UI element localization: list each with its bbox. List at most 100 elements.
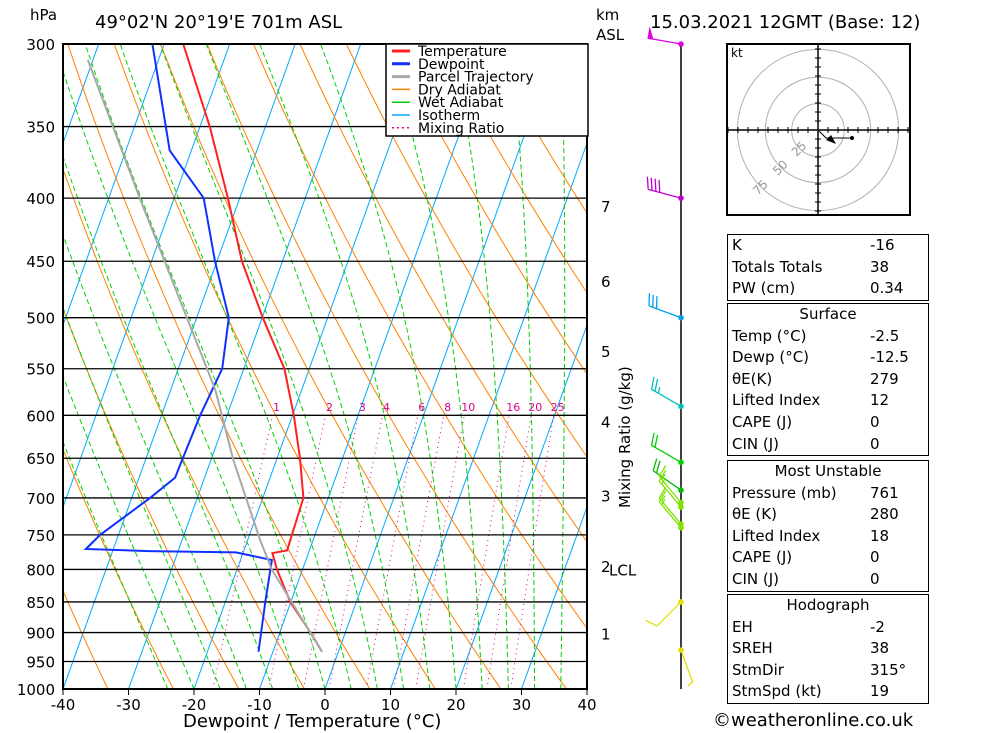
wind-barb-dot xyxy=(678,524,684,531)
table-row: EH -2 xyxy=(728,617,928,639)
isotherm-line xyxy=(390,141,587,689)
wind-barb-dot xyxy=(678,499,684,506)
mixing-ratio-line xyxy=(415,415,465,689)
row-label: Totals Totals xyxy=(732,257,823,276)
dry-adiabat-line xyxy=(950,44,1000,689)
row-value: 315° xyxy=(870,660,907,679)
y-tick-label: 750 xyxy=(26,527,55,545)
mixing-ratio-label: 2 xyxy=(326,401,333,414)
table-row: Lifted Index 12 xyxy=(728,390,928,412)
isotherm-line xyxy=(259,44,493,689)
wet-adiabat-line xyxy=(119,44,352,689)
wind-barb-feather xyxy=(654,378,659,392)
y-tick-label: 950 xyxy=(26,654,55,672)
x-tick-label: -10 xyxy=(247,696,272,714)
legend-label: Wet Adiabat xyxy=(418,95,504,111)
row-value: 0.34 xyxy=(870,279,904,298)
section-title: Surface xyxy=(799,305,857,323)
wind-barb-dot xyxy=(678,459,684,466)
dewpoint-line xyxy=(83,44,274,652)
wind-barb-staff xyxy=(656,601,682,627)
x-tick-label: 0 xyxy=(320,696,330,714)
wind-barb-staff xyxy=(658,497,682,525)
hodograph-end-dot xyxy=(850,136,854,140)
dry-adiabat-line xyxy=(438,44,587,294)
wind-barb-staff xyxy=(651,388,682,407)
table-row: Totals Totals 38 xyxy=(728,257,928,279)
surface-table: Surface Temp (°C) -2.5 Dewp (°C) -12.5 θE(K) 2… xyxy=(727,303,929,457)
row-value: -12.5 xyxy=(870,348,909,367)
wind-barb-feather xyxy=(650,432,655,446)
wind-barb-staff xyxy=(652,470,682,491)
row-value: 38 xyxy=(870,639,890,658)
x-tick-label: -20 xyxy=(182,696,207,714)
table-row: SREH 38 xyxy=(728,638,928,660)
wind-barb-feather xyxy=(646,176,649,190)
isotherm-line xyxy=(63,44,296,689)
legend-label: Temperature xyxy=(417,44,507,60)
row-value: 279 xyxy=(870,369,899,388)
row-label: Lifted Index xyxy=(732,391,821,410)
wind-barb xyxy=(645,599,684,627)
wet-adiabat-line xyxy=(63,69,300,689)
mixing-ratio-line xyxy=(463,415,510,689)
x-tick-label: -30 xyxy=(116,696,141,714)
row-value: 0 xyxy=(870,412,880,431)
x-tick-label: 20 xyxy=(446,696,465,714)
mixing-ratio-label: 8 xyxy=(444,401,451,414)
hodograph-table: Hodograph EH -2 SREH 38 StmDir 315° StmSpd (kt)… xyxy=(727,594,929,704)
y-tick-label: 650 xyxy=(26,450,55,468)
mixing-ratio-label: 20 xyxy=(528,401,542,414)
km-label: km xyxy=(596,6,619,24)
row-label: θE (K) xyxy=(732,505,777,524)
y-tick-label: 700 xyxy=(26,490,55,508)
wind-barb-staff xyxy=(647,188,682,199)
wind-barb-staff xyxy=(680,649,694,683)
datetime-title: 15.03.2021 12GMT (Base: 12) xyxy=(650,12,920,33)
mixing-ratio-label: 3 xyxy=(359,401,366,414)
wind-barb-dot xyxy=(678,487,684,494)
wind-barb-dot xyxy=(678,403,684,410)
row-value: 12 xyxy=(870,391,890,410)
mixing-ratio-label: 25 xyxy=(551,401,565,414)
temperature-line xyxy=(182,44,323,653)
row-label: StmDir xyxy=(732,660,784,679)
table-row: StmSpd (kt) 19 xyxy=(728,681,928,703)
km-tick-label: 1 xyxy=(601,626,611,644)
row-value: 0 xyxy=(870,548,880,567)
y-tick-label: 450 xyxy=(26,253,55,271)
legend-label: Parcel Trajectory xyxy=(418,70,534,86)
wind-barb-feather xyxy=(645,619,658,627)
row-label: K xyxy=(732,236,742,254)
mixing-ratio-line xyxy=(393,415,445,689)
row-label: StmSpd (kt) xyxy=(732,682,822,701)
mixing-ratio-axis-label: Mixing Ratio (g/kg) xyxy=(616,366,634,508)
wind-barb-dot xyxy=(678,599,684,605)
mixing-ratio-line xyxy=(486,415,532,689)
row-label: PW (cm) xyxy=(732,279,796,298)
plot-frame xyxy=(62,43,588,690)
wind-barb xyxy=(650,376,684,410)
wind-barb-feather xyxy=(655,460,661,474)
wind-barb xyxy=(652,458,684,494)
km-tick-label: 7 xyxy=(601,198,611,216)
x-tick-label: 10 xyxy=(381,696,400,714)
wind-barb-half-feather xyxy=(661,495,666,502)
table-row: CIN (J) 0 xyxy=(728,434,928,456)
km-tick-label: 6 xyxy=(601,273,611,291)
isotherm-line xyxy=(521,505,587,689)
wind-barb xyxy=(650,432,684,466)
mixing-ratio-label: 10 xyxy=(461,401,475,414)
wet-adiabat-line xyxy=(509,44,536,689)
mixing-ratio-label: 4 xyxy=(383,401,390,414)
wind-barb-feather xyxy=(652,458,658,471)
wind-barb-dot xyxy=(678,41,684,47)
row-label: EH xyxy=(732,617,753,636)
table-row: θE (K) 280 xyxy=(728,504,928,526)
legend-label: Isotherm xyxy=(418,108,480,124)
y-tick-label: 1000 xyxy=(17,681,55,699)
wind-barb-feather xyxy=(650,376,655,390)
isotherm-line xyxy=(128,44,362,689)
